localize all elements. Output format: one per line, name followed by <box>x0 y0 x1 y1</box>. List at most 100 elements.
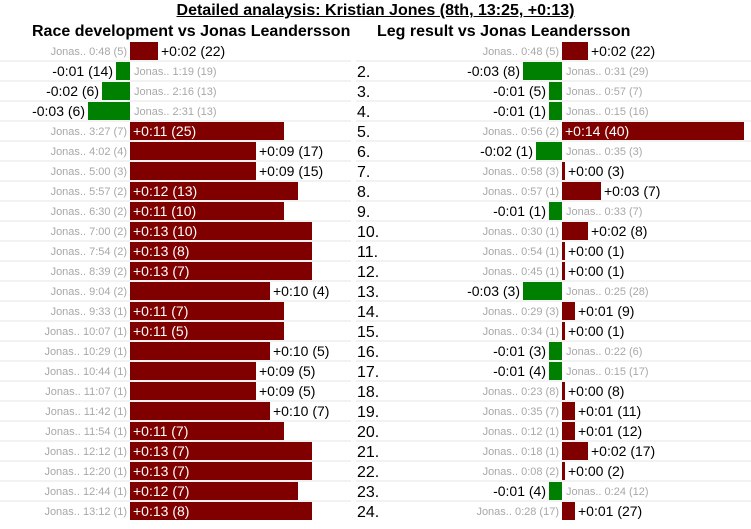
leg-diff-label: +0:02 (8) <box>591 223 647 239</box>
leg-reference-label: Jonas.. 0:25 (28) <box>566 286 649 298</box>
leg-diff-label: +0:00 (3) <box>568 163 624 179</box>
race-bar <box>130 242 312 260</box>
race-reference-label: Jonas.. 4:02 (4) <box>51 146 127 158</box>
race-bar <box>130 402 270 420</box>
leg-number: 21. <box>357 444 379 461</box>
leg-reference-label: Jonas.. 0:58 (3) <box>483 166 559 178</box>
leg-number: 17. <box>357 364 379 381</box>
leg-reference-label: Jonas.. 0:29 (3) <box>483 306 559 318</box>
leg-number: 16. <box>357 344 379 361</box>
leg-bar <box>562 42 588 60</box>
leg-diff-label: -0:02 (1) <box>480 143 533 159</box>
leg-reference-label: Jonas.. 0:57 (7) <box>566 86 642 98</box>
race-diff-label: +0:09 (5) <box>259 363 315 379</box>
race-bar <box>130 302 284 320</box>
race-diff-label: +0:09 (17) <box>259 143 323 159</box>
leg-reference-label: Jonas.. 0:31 (29) <box>566 66 649 78</box>
race-reference-label: Jonas.. 8:39 (2) <box>51 266 127 278</box>
chart-title: Detailed analaysis: Kristian Jones (8th,… <box>176 2 575 19</box>
race-development-title: Race development vs Jonas Leandersson <box>32 23 351 40</box>
race-diff-label: +0:11 (7) <box>133 303 188 319</box>
race-bar <box>130 42 158 60</box>
leg-diff-label: -0:01 (5) <box>493 83 546 99</box>
race-reference-label: Jonas.. 11:42 (1) <box>45 406 127 418</box>
leg-diff-label: +0:02 (22) <box>591 43 655 59</box>
leg-bar <box>549 342 562 360</box>
leg-result-panel: Jonas.. 0:48 (5) +0:02 (22) Jonas.. 0:31 (… <box>467 42 744 520</box>
leg-number: 7. <box>357 164 370 181</box>
leg-diff-label: +0:01 (27) <box>578 503 642 519</box>
leg-diff-label: +0:01 (11) <box>578 403 641 419</box>
leg-reference-label: Jonas.. 0:48 (5) <box>483 46 559 58</box>
race-reference-label: Jonas.. 2:16 (13) <box>134 86 217 98</box>
leg-number-column: 2. 3. 4. 5. 6. 7. 8. 9. 10. 11. 12. 13. 14. 15. 16. 17.… <box>357 64 379 521</box>
race-bar <box>130 482 298 500</box>
race-bar <box>88 102 130 120</box>
leg-reference-label: Jonas.. 0:56 (2) <box>483 126 559 138</box>
race-bar <box>130 222 312 240</box>
race-reference-label: Jonas.. 7:00 (2) <box>51 226 127 238</box>
leg-bar <box>549 362 562 380</box>
race-bar <box>130 162 256 180</box>
leg-bar <box>523 282 562 300</box>
leg-reference-label: Jonas.. 0:34 (1) <box>483 326 559 338</box>
leg-diff-label: +0:00 (1) <box>568 263 624 279</box>
race-reference-label: Jonas.. 11:07 (1) <box>45 386 127 398</box>
race-bar <box>130 422 284 440</box>
race-diff-label: +0:10 (4) <box>273 283 329 299</box>
race-bar <box>130 382 256 400</box>
race-bar <box>130 262 312 280</box>
leg-reference-label: Jonas.. 0:12 (1) <box>483 426 559 438</box>
leg-reference-label: Jonas.. 0:23 (8) <box>483 386 559 398</box>
row-separators <box>0 60 751 502</box>
leg-bar <box>562 402 575 420</box>
leg-reference-label: Jonas.. 0:35 (3) <box>566 146 642 158</box>
leg-number: 10. <box>357 224 379 241</box>
leg-bar <box>562 302 575 320</box>
race-reference-label: Jonas.. 9:33 (1) <box>51 306 127 318</box>
leg-number: 18. <box>357 384 379 401</box>
race-bar <box>130 202 284 220</box>
race-bar <box>130 182 298 200</box>
leg-reference-label: Jonas.. 0:33 (7) <box>566 206 642 218</box>
leg-diff-label: +0:03 (7) <box>604 183 660 199</box>
race-reference-label: Jonas.. 7:54 (2) <box>51 246 127 258</box>
leg-diff-label: +0:01 (9) <box>578 303 634 319</box>
race-diff-label: +0:13 (8) <box>133 243 189 259</box>
leg-number: 11. <box>357 244 378 261</box>
leg-reference-label: Jonas.. 0:28 (17) <box>476 506 559 518</box>
race-bar <box>130 442 312 460</box>
race-diff-label: +0:12 (13) <box>133 183 197 199</box>
race-diff-label: +0:13 (10) <box>133 223 197 239</box>
race-bar <box>130 322 284 340</box>
race-bar <box>130 122 284 140</box>
race-reference-label: Jonas.. 6:30 (2) <box>51 206 127 218</box>
leg-result-title: Leg result vs Jonas Leandersson <box>377 23 631 40</box>
leg-diff-label: -0:01 (1) <box>493 103 546 119</box>
race-diff-label: +0:11 (10) <box>133 203 196 219</box>
leg-reference-label: Jonas.. 0:57 (1) <box>483 186 559 198</box>
leg-number: 12. <box>357 264 379 281</box>
leg-number: 19. <box>357 404 379 421</box>
leg-number: 13. <box>357 284 379 301</box>
leg-bar <box>562 122 744 140</box>
race-diff-label: +0:12 (7) <box>133 483 189 499</box>
race-diff-label: +0:09 (5) <box>259 383 315 399</box>
race-reference-label: Jonas.. 12:44 (1) <box>44 486 127 498</box>
leg-reference-label: Jonas.. 0:24 (12) <box>566 486 649 498</box>
race-diff-label: +0:10 (7) <box>273 403 329 419</box>
leg-bar <box>562 262 565 280</box>
leg-bar <box>549 202 562 220</box>
race-bar <box>130 502 312 520</box>
leg-diff-label: +0:14 (40) <box>565 123 629 139</box>
leg-bar <box>562 182 601 200</box>
leg-bar <box>562 442 588 460</box>
leg-diff-label: +0:02 (17) <box>591 443 655 459</box>
race-development-panel: Jonas.. 0:48 (5) +0:02 (22) Jonas.. 1:19 (… <box>32 42 329 520</box>
race-reference-label: Jonas.. 5:00 (3) <box>51 166 127 178</box>
leg-diff-label: +0:00 (1) <box>568 243 624 259</box>
race-reference-label: Jonas.. 10:29 (1) <box>44 346 127 358</box>
race-reference-label: Jonas.. 5:57 (2) <box>51 186 127 198</box>
leg-reference-label: Jonas.. 0:30 (1) <box>483 226 559 238</box>
